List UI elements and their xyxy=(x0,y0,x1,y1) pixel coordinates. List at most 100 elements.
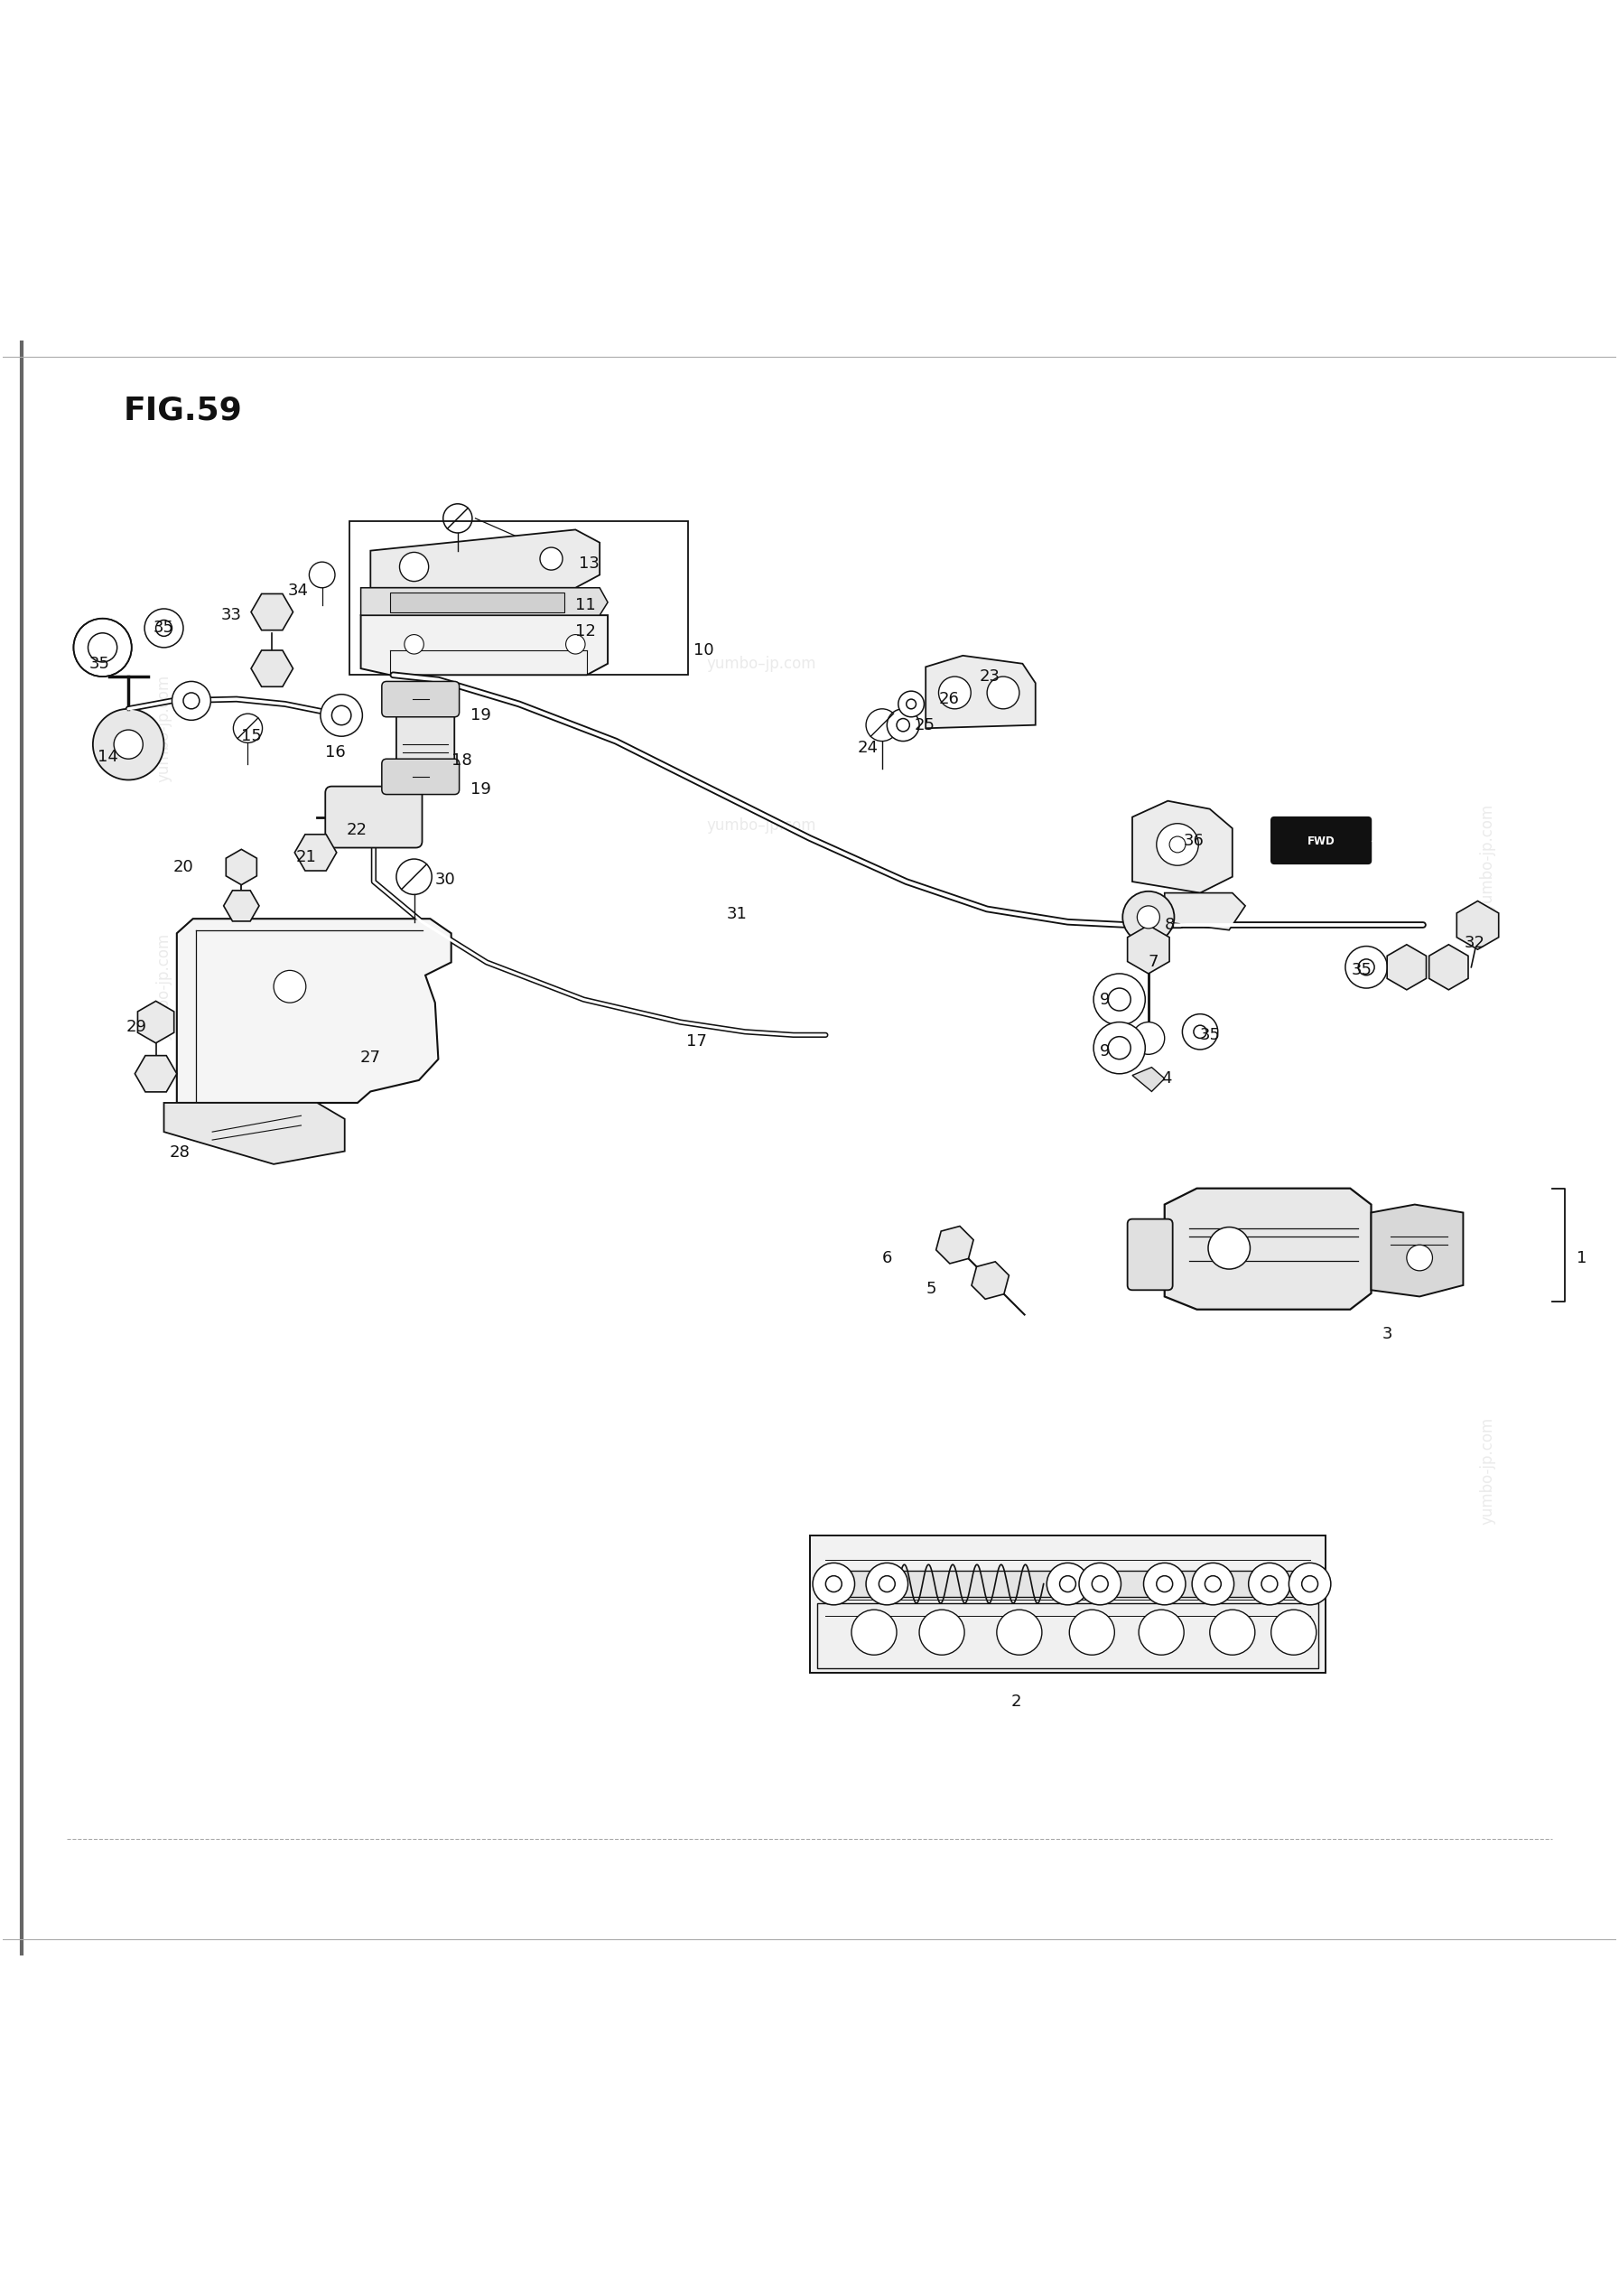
Text: 17: 17 xyxy=(686,1033,708,1049)
Circle shape xyxy=(1143,1564,1185,1605)
Text: 24: 24 xyxy=(858,739,879,755)
Circle shape xyxy=(73,618,131,677)
Text: 26: 26 xyxy=(939,691,960,707)
Polygon shape xyxy=(164,1102,345,1164)
Text: 16: 16 xyxy=(325,744,346,760)
Circle shape xyxy=(1132,1022,1164,1054)
Circle shape xyxy=(826,1575,842,1591)
Circle shape xyxy=(113,730,142,760)
Circle shape xyxy=(144,608,183,647)
Polygon shape xyxy=(1132,1068,1164,1091)
Polygon shape xyxy=(1127,925,1169,974)
Circle shape xyxy=(1358,960,1375,976)
Text: 10: 10 xyxy=(693,643,714,659)
Circle shape xyxy=(887,709,920,742)
Text: 1: 1 xyxy=(1577,1249,1587,1265)
Text: 5: 5 xyxy=(926,1281,936,1297)
FancyBboxPatch shape xyxy=(397,684,455,792)
Text: 23: 23 xyxy=(979,668,1001,684)
Polygon shape xyxy=(361,588,607,615)
Circle shape xyxy=(1209,1609,1255,1655)
Circle shape xyxy=(939,677,971,709)
Polygon shape xyxy=(1164,1189,1371,1309)
Circle shape xyxy=(1138,1609,1183,1655)
FancyBboxPatch shape xyxy=(382,760,460,794)
Text: 15: 15 xyxy=(241,728,262,744)
FancyBboxPatch shape xyxy=(382,682,460,716)
Text: 19: 19 xyxy=(471,781,491,797)
Circle shape xyxy=(155,620,172,636)
Circle shape xyxy=(920,1609,965,1655)
Text: 35: 35 xyxy=(1352,962,1371,978)
Circle shape xyxy=(321,693,363,737)
Text: yumbo–jp.com: yumbo–jp.com xyxy=(706,817,816,833)
Text: 22: 22 xyxy=(346,822,368,838)
Text: 8: 8 xyxy=(1164,916,1175,934)
Polygon shape xyxy=(1132,801,1232,893)
Polygon shape xyxy=(926,657,1036,728)
Circle shape xyxy=(1047,1564,1088,1605)
Text: 7: 7 xyxy=(1148,955,1159,971)
Circle shape xyxy=(1070,1609,1114,1655)
Polygon shape xyxy=(1430,944,1468,990)
Circle shape xyxy=(183,693,199,709)
Text: 36: 36 xyxy=(1183,833,1205,850)
Polygon shape xyxy=(138,1001,173,1042)
Circle shape xyxy=(1156,1575,1172,1591)
Text: 13: 13 xyxy=(578,556,599,572)
Bar xyxy=(818,1570,1318,1596)
Text: 21: 21 xyxy=(296,850,317,866)
Text: 20: 20 xyxy=(173,859,194,875)
Circle shape xyxy=(1182,1015,1217,1049)
Polygon shape xyxy=(176,918,452,1102)
Bar xyxy=(818,1603,1318,1667)
Circle shape xyxy=(400,553,429,581)
Polygon shape xyxy=(361,615,607,675)
Text: yumbo-jp.com: yumbo-jp.com xyxy=(155,675,172,783)
Polygon shape xyxy=(1371,1205,1464,1297)
Circle shape xyxy=(1193,1026,1206,1038)
Circle shape xyxy=(897,719,910,732)
Text: 27: 27 xyxy=(359,1049,380,1065)
Circle shape xyxy=(899,691,924,716)
Text: 30: 30 xyxy=(436,872,455,889)
Text: 3: 3 xyxy=(1383,1325,1392,1341)
Text: 35: 35 xyxy=(154,620,175,636)
Circle shape xyxy=(1093,974,1145,1026)
Polygon shape xyxy=(1457,900,1499,951)
Circle shape xyxy=(1169,836,1185,852)
Text: 34: 34 xyxy=(288,583,308,599)
Circle shape xyxy=(1091,1575,1107,1591)
Text: 35: 35 xyxy=(89,657,110,673)
Circle shape xyxy=(1345,946,1387,987)
Text: 33: 33 xyxy=(222,606,243,622)
Circle shape xyxy=(1261,1575,1277,1591)
Circle shape xyxy=(92,709,164,781)
Circle shape xyxy=(852,1609,897,1655)
Circle shape xyxy=(1271,1609,1316,1655)
Polygon shape xyxy=(227,850,257,884)
Text: 35: 35 xyxy=(1200,1026,1221,1042)
Circle shape xyxy=(1078,1564,1120,1605)
Circle shape xyxy=(565,634,584,654)
Circle shape xyxy=(1192,1564,1234,1605)
Polygon shape xyxy=(371,530,599,588)
Circle shape xyxy=(309,563,335,588)
Polygon shape xyxy=(971,1263,1009,1300)
Text: 28: 28 xyxy=(170,1146,191,1162)
Circle shape xyxy=(1248,1564,1290,1605)
Text: yumbo-jp.com: yumbo-jp.com xyxy=(1480,804,1496,912)
Text: yumbo-jp.com: yumbo-jp.com xyxy=(1480,1417,1496,1525)
Text: 2: 2 xyxy=(1010,1694,1022,1711)
Circle shape xyxy=(988,677,1020,709)
Text: yumbo–jp.com: yumbo–jp.com xyxy=(706,657,816,673)
Polygon shape xyxy=(295,833,337,870)
Text: 29: 29 xyxy=(126,1019,147,1035)
Bar xyxy=(810,1536,1326,1674)
Circle shape xyxy=(172,682,210,721)
Circle shape xyxy=(866,1564,908,1605)
Circle shape xyxy=(87,634,117,661)
FancyBboxPatch shape xyxy=(1127,1219,1172,1290)
Polygon shape xyxy=(1164,893,1245,930)
Polygon shape xyxy=(251,595,293,629)
